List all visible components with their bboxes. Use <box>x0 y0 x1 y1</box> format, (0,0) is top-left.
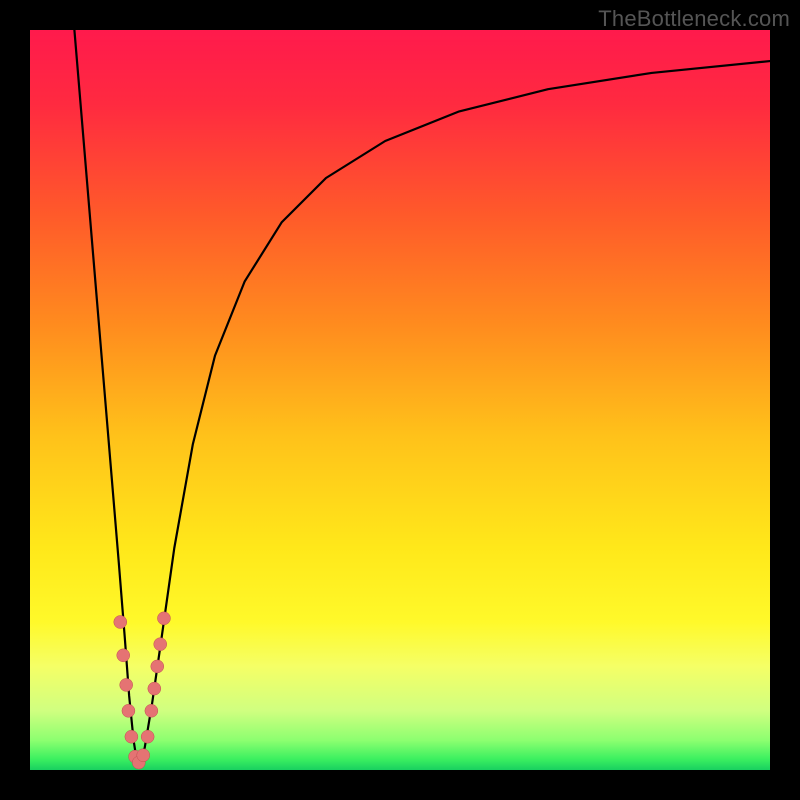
watermark-text: TheBottleneck.com <box>598 6 790 32</box>
data-marker <box>157 612 170 625</box>
data-marker <box>151 660 164 673</box>
chart-container: TheBottleneck.com <box>0 0 800 800</box>
gradient-background <box>30 30 770 770</box>
data-marker <box>137 749 150 762</box>
data-marker <box>154 638 167 651</box>
data-marker <box>122 704 135 717</box>
data-marker <box>141 730 154 743</box>
data-marker <box>120 678 133 691</box>
bottleneck-chart <box>0 0 800 800</box>
data-marker <box>114 616 127 629</box>
data-marker <box>148 682 161 695</box>
data-marker <box>125 730 138 743</box>
data-marker <box>117 649 130 662</box>
data-marker <box>145 704 158 717</box>
